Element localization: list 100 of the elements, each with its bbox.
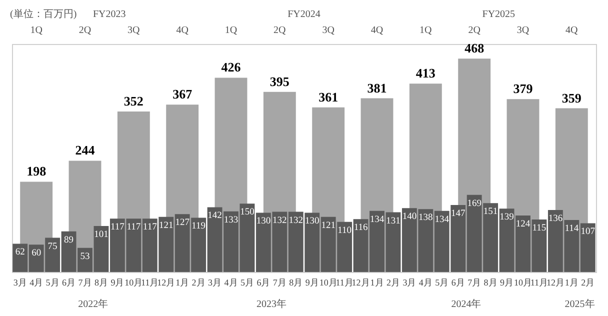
data-label: 139 xyxy=(500,212,514,223)
text: FY2024 xyxy=(288,9,320,20)
data-label: 147 xyxy=(450,208,466,219)
data-label: 130 xyxy=(256,216,271,227)
data-label: 381 xyxy=(367,80,387,96)
x-tick-label: 1月 xyxy=(370,278,384,288)
data-label: 136 xyxy=(548,214,563,224)
data-label: 359 xyxy=(562,90,582,106)
data-label: 244 xyxy=(75,142,96,158)
x-tick-label: 4月 xyxy=(224,278,238,288)
x-tick-label: 4月 xyxy=(30,278,44,288)
x-tick-label: 12月 xyxy=(352,278,370,288)
data-label: 138 xyxy=(418,213,434,224)
x-tick-label: 8月 xyxy=(484,278,498,288)
x-tick-label: 7月 xyxy=(272,278,286,288)
data-label: 127 xyxy=(175,218,190,228)
x-tick-label: 7月 xyxy=(468,278,482,288)
data-label: 114 xyxy=(564,224,579,234)
x-tick-label: 10月 xyxy=(514,278,532,288)
x-tick-label: 2月 xyxy=(581,278,595,288)
text: 4Q xyxy=(566,25,579,36)
data-label: 151 xyxy=(483,207,498,218)
text: 2Q xyxy=(274,25,287,36)
x-tick-label: 5月 xyxy=(435,278,449,288)
data-label: 62 xyxy=(15,248,26,258)
x-tick-label: 11月 xyxy=(530,278,548,288)
x-tick-label: 8月 xyxy=(94,278,108,288)
text: 3Q xyxy=(516,25,530,36)
x-tick-label: 3月 xyxy=(208,278,222,288)
x-tick-label: 6月 xyxy=(62,278,76,288)
x-tick-label: 6月 xyxy=(451,278,465,288)
text: 2023年 xyxy=(256,298,287,310)
text: 2022年 xyxy=(78,298,108,310)
x-tick-label: 5月 xyxy=(46,278,60,288)
text: 4Q xyxy=(176,25,190,36)
x-tick-label: 11月 xyxy=(141,278,159,288)
x-tick-label: 9月 xyxy=(110,278,124,288)
text: FY2023 xyxy=(92,9,126,20)
data-label: 116 xyxy=(354,223,368,234)
data-label: 115 xyxy=(532,224,546,234)
x-tick-label: 6月 xyxy=(256,278,270,288)
data-label: 121 xyxy=(158,220,174,231)
text: 1Q xyxy=(420,25,433,36)
data-label: 110 xyxy=(338,226,352,236)
y-axis-title: (単位：百万円) xyxy=(10,8,77,20)
x-tick-label: 4月 xyxy=(418,278,432,288)
x-tick-label: 12月 xyxy=(546,278,564,288)
data-label: 169 xyxy=(467,198,482,209)
x-tick-label: 8月 xyxy=(289,278,303,288)
x-tick-label: 10月 xyxy=(319,278,338,288)
data-label: 117 xyxy=(126,222,141,233)
data-label: 140 xyxy=(402,212,417,222)
text: 2024年 xyxy=(451,298,482,310)
data-label: 107 xyxy=(580,227,596,238)
x-tick-label: 10月 xyxy=(124,278,143,288)
data-label: 395 xyxy=(270,74,290,89)
data-label: 131 xyxy=(386,216,401,226)
data-label: 150 xyxy=(240,208,255,218)
text: FY2025 xyxy=(482,9,516,20)
x-tick-label: 3月 xyxy=(13,278,27,288)
x-tick-label: 7月 xyxy=(78,278,92,288)
data-label: 367 xyxy=(172,86,193,102)
x-tick-label: 3月 xyxy=(402,278,416,288)
x-tick-label: 2月 xyxy=(192,278,206,288)
text: 3Q xyxy=(322,25,336,36)
data-label: 117 xyxy=(110,222,125,233)
data-label: 132 xyxy=(272,216,288,226)
text: 3Q xyxy=(128,25,141,36)
data-label: 119 xyxy=(192,222,206,232)
data-label: 89 xyxy=(64,235,74,246)
data-label: 413 xyxy=(416,66,436,81)
x-tick-label: 1月 xyxy=(176,278,190,288)
text: 2Q xyxy=(468,25,482,36)
text: 4Q xyxy=(370,25,384,36)
x-tick-label: 12月 xyxy=(157,278,176,288)
text: 1Q xyxy=(224,25,238,36)
data-label: 117 xyxy=(142,222,158,233)
data-label: 60 xyxy=(32,248,42,259)
data-label: 379 xyxy=(513,81,534,96)
data-label: 121 xyxy=(321,220,336,231)
data-label: 133 xyxy=(224,215,238,226)
data-label: 53 xyxy=(80,252,90,262)
text: 2025年 xyxy=(564,298,595,310)
x-tick-label: 9月 xyxy=(305,278,319,288)
data-label: 134 xyxy=(370,214,384,225)
text: 1Q xyxy=(30,25,44,36)
data-label: 468 xyxy=(464,40,485,56)
x-tick-label: 2月 xyxy=(386,278,400,288)
data-label: 124 xyxy=(516,219,530,230)
data-label: 142 xyxy=(208,211,222,222)
data-label: 352 xyxy=(124,93,144,108)
data-label: 361 xyxy=(318,89,338,104)
data-label: 198 xyxy=(26,164,47,179)
data-label: 130 xyxy=(304,216,320,227)
text: 2Q xyxy=(78,25,92,36)
x-tick-label: 1月 xyxy=(564,278,578,288)
data-label: 132 xyxy=(288,216,304,226)
x-tick-label: 9月 xyxy=(500,278,514,288)
data-label: 101 xyxy=(94,230,109,240)
data-label: 426 xyxy=(221,60,242,75)
